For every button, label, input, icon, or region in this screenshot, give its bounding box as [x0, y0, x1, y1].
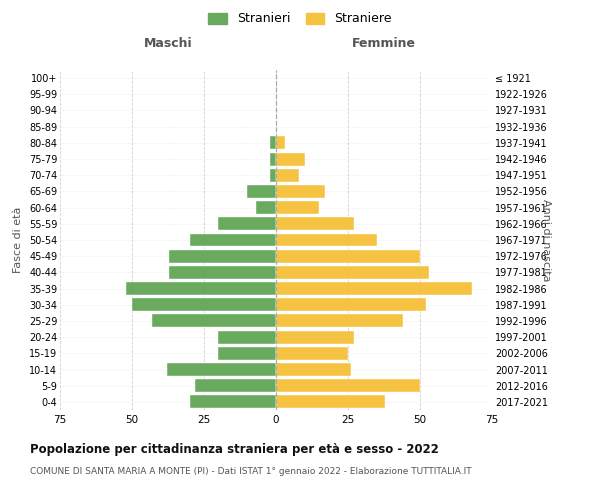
Bar: [270, 169, 276, 181]
Bar: [276, 298, 426, 311]
Text: Fasce di età: Fasce di età: [13, 207, 23, 273]
Text: COMUNE DI SANTA MARIA A MONTE (PI) - Dati ISTAT 1° gennaio 2022 - Elaborazione T: COMUNE DI SANTA MARIA A MONTE (PI) - Dat…: [30, 468, 472, 476]
Bar: [276, 363, 351, 376]
Bar: [276, 314, 403, 328]
Bar: [276, 347, 348, 360]
Bar: [276, 169, 299, 181]
Bar: [247, 185, 276, 198]
Bar: [276, 234, 377, 246]
Legend: Stranieri, Straniere: Stranieri, Straniere: [205, 8, 395, 29]
Bar: [169, 266, 276, 279]
Bar: [126, 282, 276, 295]
Bar: [276, 218, 354, 230]
Bar: [270, 152, 276, 166]
Bar: [276, 250, 420, 262]
Bar: [132, 298, 276, 311]
Bar: [190, 396, 276, 408]
Bar: [218, 218, 276, 230]
Text: Popolazione per cittadinanza straniera per età e sesso - 2022: Popolazione per cittadinanza straniera p…: [30, 442, 439, 456]
Bar: [167, 363, 276, 376]
Bar: [276, 379, 420, 392]
Bar: [276, 396, 385, 408]
Bar: [276, 201, 319, 214]
Bar: [276, 185, 325, 198]
Bar: [276, 266, 428, 279]
Bar: [276, 136, 284, 149]
Bar: [218, 330, 276, 344]
Text: Maschi: Maschi: [143, 37, 193, 50]
Text: Anni di nascita: Anni di nascita: [541, 198, 551, 281]
Bar: [270, 136, 276, 149]
Bar: [276, 330, 354, 344]
Bar: [196, 379, 276, 392]
Bar: [169, 250, 276, 262]
Bar: [218, 347, 276, 360]
Bar: [276, 152, 305, 166]
Bar: [190, 234, 276, 246]
Text: Femmine: Femmine: [352, 37, 416, 50]
Bar: [152, 314, 276, 328]
Bar: [276, 282, 472, 295]
Bar: [256, 201, 276, 214]
